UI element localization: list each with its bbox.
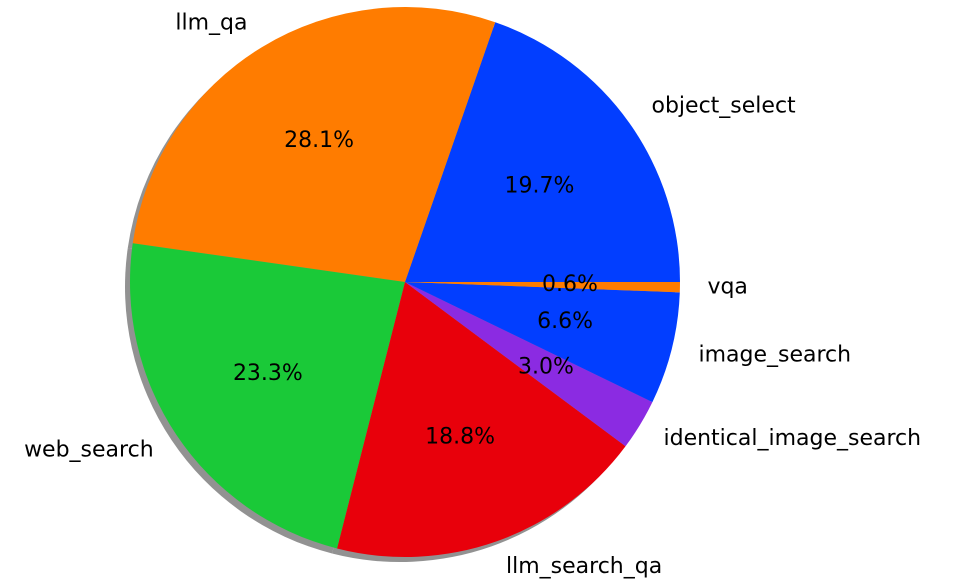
slice-label: image_search — [698, 342, 851, 367]
slice-label: object_select — [652, 94, 797, 119]
slice — [337, 282, 626, 557]
percent-label: 23.3% — [233, 361, 303, 386]
slice — [405, 282, 653, 447]
percent-label: 18.8% — [425, 425, 495, 450]
slice-label: identical_image_search — [664, 426, 922, 451]
percent-label: 6.6% — [537, 309, 593, 334]
slice-label: web_search — [24, 437, 154, 462]
slice — [129, 243, 405, 549]
percent-label: 3.0% — [518, 355, 574, 380]
slice-label: llm_search_qa — [506, 554, 662, 579]
percent-label: 0.6% — [542, 272, 598, 297]
slice — [405, 22, 680, 282]
slice — [405, 282, 680, 403]
percent-label: 19.7% — [505, 173, 575, 198]
percent-label: 28.1% — [284, 128, 354, 153]
slice-label: llm_qa — [175, 11, 247, 36]
slice — [405, 282, 680, 293]
slice — [132, 7, 496, 283]
slice-label: vqa — [707, 275, 747, 300]
